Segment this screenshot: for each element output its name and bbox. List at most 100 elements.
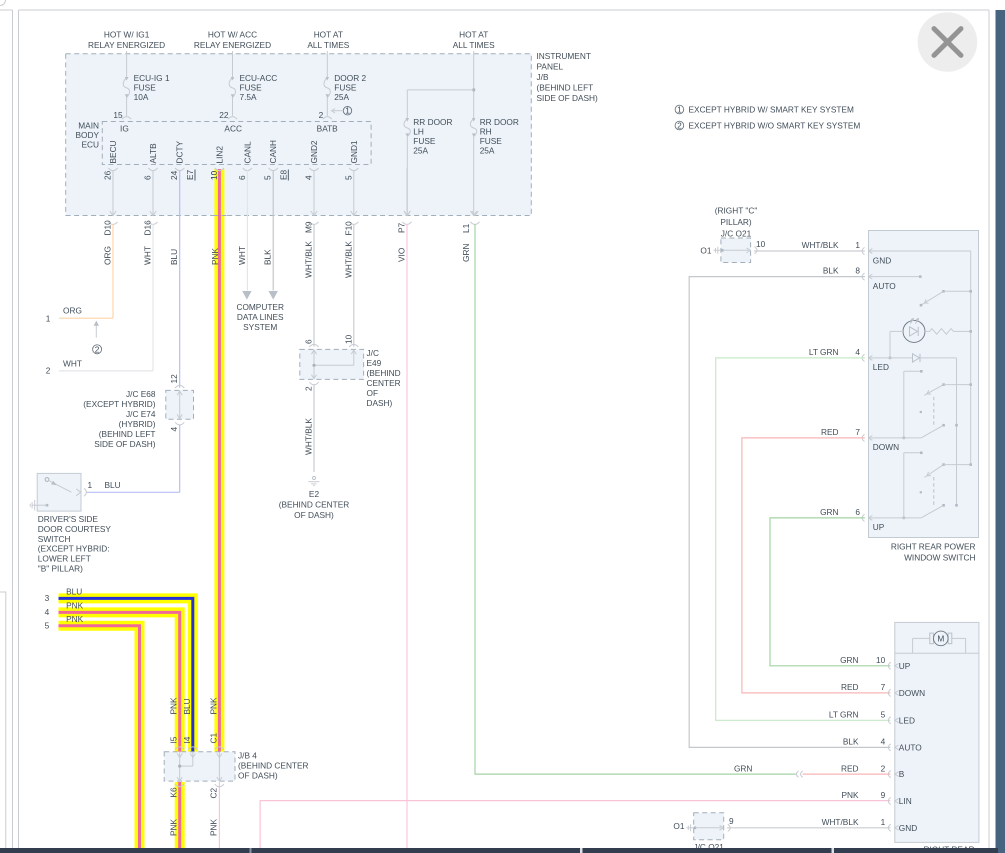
svg-text:ALL TIMES: ALL TIMES — [453, 40, 495, 50]
svg-text:WINDOW SWITCH: WINDOW SWITCH — [904, 552, 975, 562]
svg-text:15: 15 — [113, 110, 123, 120]
svg-text:M9: M9 — [304, 221, 314, 233]
svg-text:HOT AT: HOT AT — [459, 30, 488, 40]
svg-text:DCTY: DCTY — [175, 140, 185, 163]
svg-text:ECU-IG 1: ECU-IG 1 — [134, 73, 170, 83]
svg-text:FUSE: FUSE — [480, 136, 503, 146]
svg-text:1: 1 — [677, 104, 682, 114]
svg-text:6: 6 — [855, 507, 860, 517]
svg-text:6: 6 — [143, 175, 153, 180]
svg-text:AUTO: AUTO — [899, 742, 922, 752]
svg-text:DOOR 2: DOOR 2 — [334, 73, 366, 83]
svg-text:1: 1 — [855, 240, 860, 250]
svg-text:7: 7 — [881, 682, 886, 692]
svg-text:WHT: WHT — [237, 246, 247, 265]
svg-text:PNK: PNK — [66, 614, 84, 624]
svg-text:LED: LED — [899, 715, 915, 725]
svg-text:J/B 4: J/B 4 — [238, 751, 257, 761]
svg-text:(BEHIND CENTER: (BEHIND CENTER — [238, 761, 309, 771]
svg-text:PNK: PNK — [169, 818, 179, 836]
svg-text:5: 5 — [343, 175, 353, 180]
svg-text:ACC: ACC — [224, 124, 242, 134]
svg-text:4: 4 — [169, 427, 179, 432]
svg-text:FUSE: FUSE — [334, 83, 357, 93]
svg-text:HOT W/ ACC: HOT W/ ACC — [208, 30, 257, 40]
svg-text:MAIN: MAIN — [78, 121, 99, 131]
svg-text:LH: LH — [413, 127, 424, 137]
svg-text:9: 9 — [729, 816, 734, 826]
svg-text:C1: C1 — [208, 733, 218, 744]
svg-text:UP: UP — [899, 661, 911, 671]
svg-text:SIDE OF DASH): SIDE OF DASH) — [537, 93, 599, 103]
svg-text:24: 24 — [169, 170, 179, 180]
svg-text:WHT: WHT — [63, 358, 82, 368]
svg-text:M: M — [937, 634, 944, 644]
svg-text:BODY: BODY — [75, 130, 99, 140]
svg-text:26: 26 — [103, 170, 113, 180]
svg-text:E7: E7 — [185, 169, 195, 180]
svg-text:8: 8 — [855, 266, 860, 276]
svg-text:WHT/BLK: WHT/BLK — [343, 241, 353, 278]
svg-text:4: 4 — [304, 175, 314, 180]
svg-text:GND: GND — [873, 255, 891, 265]
svg-text:(EXCEPT HYBRID): (EXCEPT HYBRID) — [83, 399, 155, 409]
svg-text:CANL: CANL — [242, 141, 252, 164]
svg-text:GRN: GRN — [840, 655, 858, 665]
svg-text:GRN: GRN — [461, 244, 471, 262]
svg-text:FUSE: FUSE — [134, 83, 157, 93]
svg-text:25A: 25A — [334, 92, 349, 102]
svg-text:(BEHIND: (BEHIND — [367, 368, 401, 378]
svg-text:E49: E49 — [367, 358, 382, 368]
svg-text:WHT: WHT — [143, 246, 153, 265]
svg-text:COMPUTER: COMPUTER — [236, 302, 283, 312]
svg-text:SWITCH: SWITCH — [38, 534, 71, 544]
svg-text:P7: P7 — [397, 222, 407, 233]
svg-text:9: 9 — [881, 790, 886, 800]
svg-text:WHT/BLK: WHT/BLK — [822, 817, 859, 827]
svg-text:BLK: BLK — [263, 249, 273, 265]
svg-text:RR DOOR: RR DOOR — [480, 117, 519, 127]
svg-text:BECU: BECU — [108, 140, 118, 163]
svg-text:10: 10 — [343, 334, 353, 344]
svg-text:EXCEPT HYBRID W/O SMART KEY SY: EXCEPT HYBRID W/O SMART KEY SYSTEM — [689, 121, 861, 131]
svg-text:10A: 10A — [134, 92, 149, 102]
svg-text:GRN: GRN — [820, 507, 838, 517]
svg-text:7: 7 — [855, 427, 860, 437]
svg-text:OF DASH): OF DASH) — [238, 771, 278, 781]
svg-text:BATB: BATB — [317, 124, 339, 134]
svg-text:I5: I5 — [169, 736, 179, 743]
svg-text:GND2: GND2 — [309, 140, 319, 163]
svg-text:D10: D10 — [103, 220, 113, 236]
svg-text:ECU-ACC: ECU-ACC — [240, 73, 278, 83]
svg-text:3: 3 — [45, 593, 50, 603]
svg-text:2: 2 — [304, 386, 314, 391]
svg-text:ALTB: ALTB — [148, 143, 158, 164]
svg-text:E2: E2 — [309, 489, 320, 499]
svg-text:RED: RED — [821, 427, 839, 437]
svg-text:DOOR COURTESY: DOOR COURTESY — [38, 524, 112, 534]
svg-text:1: 1 — [345, 106, 350, 116]
svg-text:AUTO: AUTO — [873, 281, 896, 291]
svg-text:LT GRN: LT GRN — [809, 347, 839, 357]
svg-text:22: 22 — [219, 110, 229, 120]
svg-text:IG: IG — [120, 124, 129, 134]
svg-text:WHT/BLK: WHT/BLK — [304, 241, 314, 278]
svg-text:BLU: BLU — [105, 480, 121, 490]
svg-text:UP: UP — [873, 522, 885, 532]
svg-text:5: 5 — [263, 175, 273, 180]
svg-text:B: B — [899, 769, 905, 779]
svg-text:J/C: J/C — [367, 348, 379, 358]
svg-text:J/B: J/B — [537, 72, 549, 82]
svg-text:LED: LED — [873, 362, 889, 372]
svg-text:I4: I4 — [182, 736, 192, 743]
svg-text:RR DOOR: RR DOOR — [413, 117, 452, 127]
svg-text:25A: 25A — [480, 146, 495, 156]
svg-text:RIGHT REAR POWER: RIGHT REAR POWER — [891, 542, 976, 552]
svg-text:INSTRUMENT: INSTRUMENT — [537, 51, 591, 61]
svg-text:EXCEPT HYBRID W/ SMART KEY SYS: EXCEPT HYBRID W/ SMART KEY SYSTEM — [689, 105, 854, 115]
svg-text:FUSE: FUSE — [413, 136, 436, 146]
svg-text:(BEHIND LEFT: (BEHIND LEFT — [537, 83, 594, 93]
svg-text:F10: F10 — [343, 221, 353, 236]
svg-text:(BEHIND CENTER: (BEHIND CENTER — [279, 500, 350, 510]
svg-text:2: 2 — [319, 110, 324, 120]
